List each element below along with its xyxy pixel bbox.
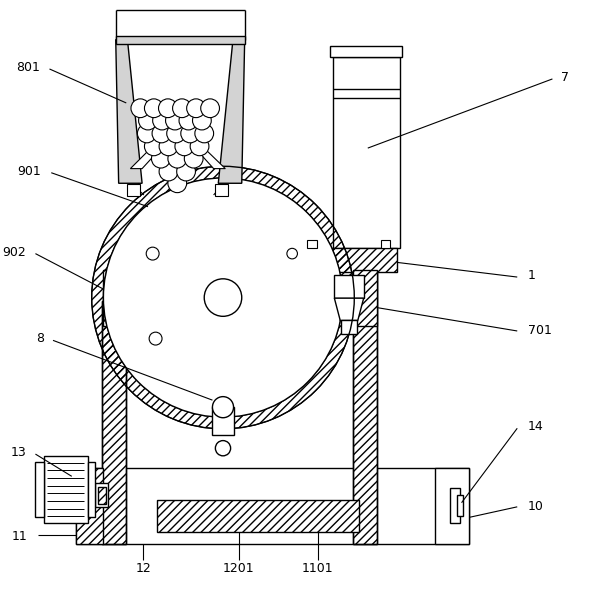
Text: 8: 8 — [35, 332, 44, 345]
Text: 901: 901 — [17, 165, 41, 178]
Bar — [215, 185, 228, 196]
Bar — [102, 300, 125, 544]
Circle shape — [193, 111, 211, 130]
Bar — [353, 260, 377, 544]
Bar — [330, 46, 403, 57]
Bar — [103, 270, 126, 326]
Circle shape — [152, 111, 172, 130]
Circle shape — [159, 162, 178, 181]
Bar — [380, 240, 390, 248]
Bar — [88, 462, 95, 517]
Circle shape — [195, 124, 214, 143]
Circle shape — [151, 149, 170, 168]
Circle shape — [201, 99, 220, 118]
Text: 1101: 1101 — [302, 563, 334, 576]
Bar — [95, 483, 108, 507]
Circle shape — [187, 99, 205, 118]
Bar — [76, 468, 469, 544]
Bar — [334, 275, 364, 298]
Circle shape — [215, 441, 230, 456]
Circle shape — [168, 149, 187, 168]
Circle shape — [184, 149, 203, 168]
Bar — [116, 35, 245, 44]
Bar — [341, 320, 356, 335]
Polygon shape — [218, 40, 245, 183]
Circle shape — [287, 248, 298, 259]
Circle shape — [145, 137, 163, 156]
Circle shape — [149, 332, 162, 345]
Circle shape — [204, 279, 242, 316]
Circle shape — [173, 99, 191, 118]
Circle shape — [146, 247, 159, 260]
Bar — [76, 468, 103, 544]
Circle shape — [175, 137, 194, 156]
Text: 1: 1 — [528, 269, 536, 282]
Polygon shape — [130, 133, 175, 169]
Circle shape — [179, 111, 198, 130]
Bar — [353, 260, 377, 544]
Bar — [173, 120, 182, 185]
Bar — [307, 240, 317, 248]
Circle shape — [167, 124, 185, 143]
Circle shape — [152, 124, 171, 143]
Bar — [332, 57, 400, 248]
Circle shape — [168, 174, 187, 193]
Circle shape — [158, 99, 177, 118]
Text: 14: 14 — [528, 420, 544, 433]
Circle shape — [159, 137, 178, 156]
Text: 13: 13 — [10, 447, 26, 459]
Text: 701: 701 — [528, 325, 551, 338]
Circle shape — [212, 397, 233, 418]
Circle shape — [137, 124, 156, 143]
Bar — [98, 487, 106, 504]
Bar — [457, 495, 463, 516]
Circle shape — [145, 99, 163, 118]
Bar — [44, 456, 88, 523]
Bar — [435, 468, 469, 544]
Polygon shape — [116, 40, 142, 183]
Bar — [214, 408, 232, 434]
Text: 1201: 1201 — [223, 563, 254, 576]
Circle shape — [103, 178, 343, 417]
Circle shape — [131, 99, 150, 118]
Bar — [127, 185, 140, 196]
Bar — [212, 407, 233, 435]
Text: 7: 7 — [561, 72, 569, 84]
Bar — [157, 500, 359, 532]
Bar — [301, 248, 397, 272]
Circle shape — [105, 180, 341, 415]
Circle shape — [139, 111, 157, 130]
Text: 902: 902 — [2, 246, 26, 259]
Polygon shape — [182, 133, 226, 169]
Text: 11: 11 — [12, 529, 28, 543]
Circle shape — [176, 162, 196, 181]
Circle shape — [166, 111, 184, 130]
Bar — [353, 270, 377, 326]
Text: 12: 12 — [136, 563, 151, 576]
Text: 10: 10 — [528, 500, 544, 513]
Bar — [102, 300, 125, 544]
Bar — [450, 488, 460, 523]
Bar — [35, 462, 44, 517]
Polygon shape — [334, 298, 364, 320]
Circle shape — [181, 124, 200, 143]
Text: 801: 801 — [16, 61, 40, 74]
Circle shape — [190, 137, 209, 156]
